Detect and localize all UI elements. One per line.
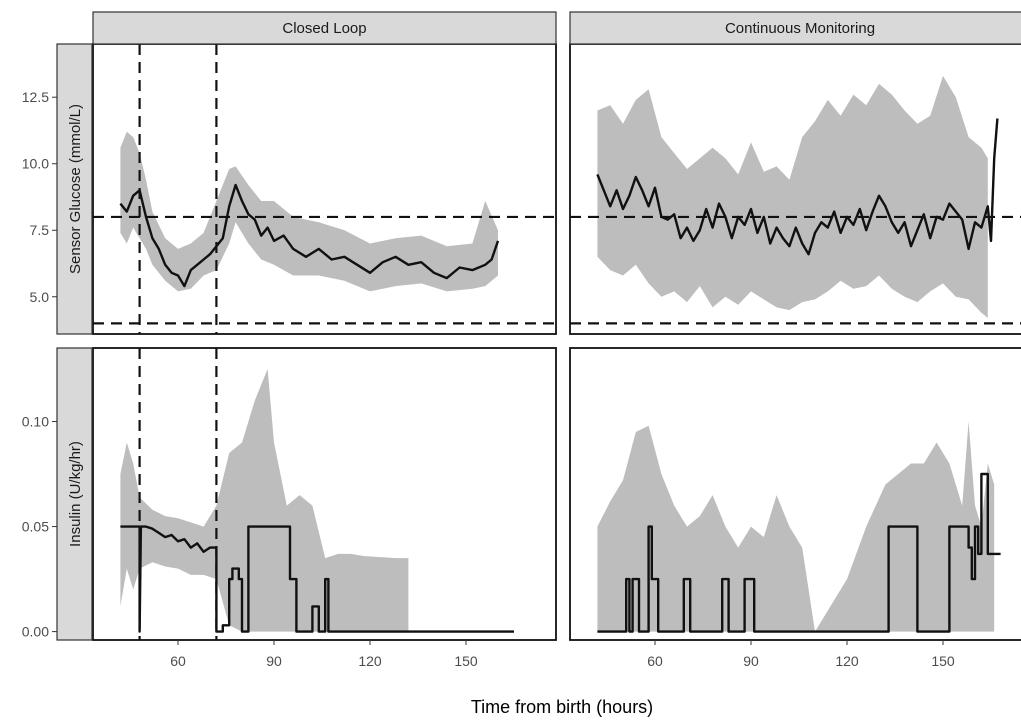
x-tick-label: 90 — [743, 653, 759, 669]
strip-continuous-monitoring-label: Continuous Monitoring — [725, 20, 875, 37]
x-tick-label: 150 — [931, 653, 955, 669]
y-tick-label: 12.5 — [22, 89, 49, 105]
iqr-band-0-0 — [120, 131, 499, 292]
panel-frame-0-0 — [92, 43, 557, 335]
x-tick-label: 60 — [170, 653, 186, 669]
iqr-band-1-0 — [120, 369, 409, 632]
x-tick-label: 150 — [454, 653, 478, 669]
strip-sensor-glucose-label: Sensor Glucose (mmol/L) — [67, 104, 84, 274]
iqr-band-1-1 — [597, 421, 995, 632]
x-tick-label: 60 — [647, 653, 663, 669]
median-line-0-1 — [596, 118, 999, 256]
x-tick-label: 120 — [358, 653, 382, 669]
axes-layer: 5.0 7.5 10.0 12.5 0.00 0.05 0.10 60 90 120 150 60 90… — [22, 89, 955, 669]
median-line-layer — [119, 118, 1001, 633]
y-tick-label: 7.5 — [30, 222, 50, 238]
strip-continuous-monitoring — [569, 11, 1021, 45]
y-tick-label: 5.0 — [30, 289, 50, 305]
x-tick-label: 90 — [266, 653, 282, 669]
y-tick-label: 0.10 — [22, 414, 49, 430]
strip-insulin — [56, 347, 93, 641]
iqr-band-0-1 — [597, 75, 988, 319]
median-line-0-0 — [119, 183, 500, 288]
band-layer — [120, 75, 995, 632]
x-tick-label: 120 — [835, 653, 859, 669]
x-axis-title: Time from birth (hours) — [471, 697, 653, 717]
median-line-1-0 — [120, 525, 514, 633]
strip-closed-loop — [92, 11, 557, 45]
y-tick-label: 10.0 — [22, 156, 49, 172]
median-line-1-1 — [597, 472, 1001, 633]
y-tick-label: 0.05 — [22, 519, 49, 535]
strip-insulin-label: Insulin (U/kg/hr) — [67, 441, 84, 547]
strip-closed-loop-label: Closed Loop — [282, 20, 366, 37]
panel-frame-1-0 — [92, 347, 557, 641]
strip-sensor-glucose — [56, 43, 93, 335]
y-tick-label: 0.00 — [22, 624, 49, 640]
panel-frame-1-1 — [569, 347, 1021, 641]
